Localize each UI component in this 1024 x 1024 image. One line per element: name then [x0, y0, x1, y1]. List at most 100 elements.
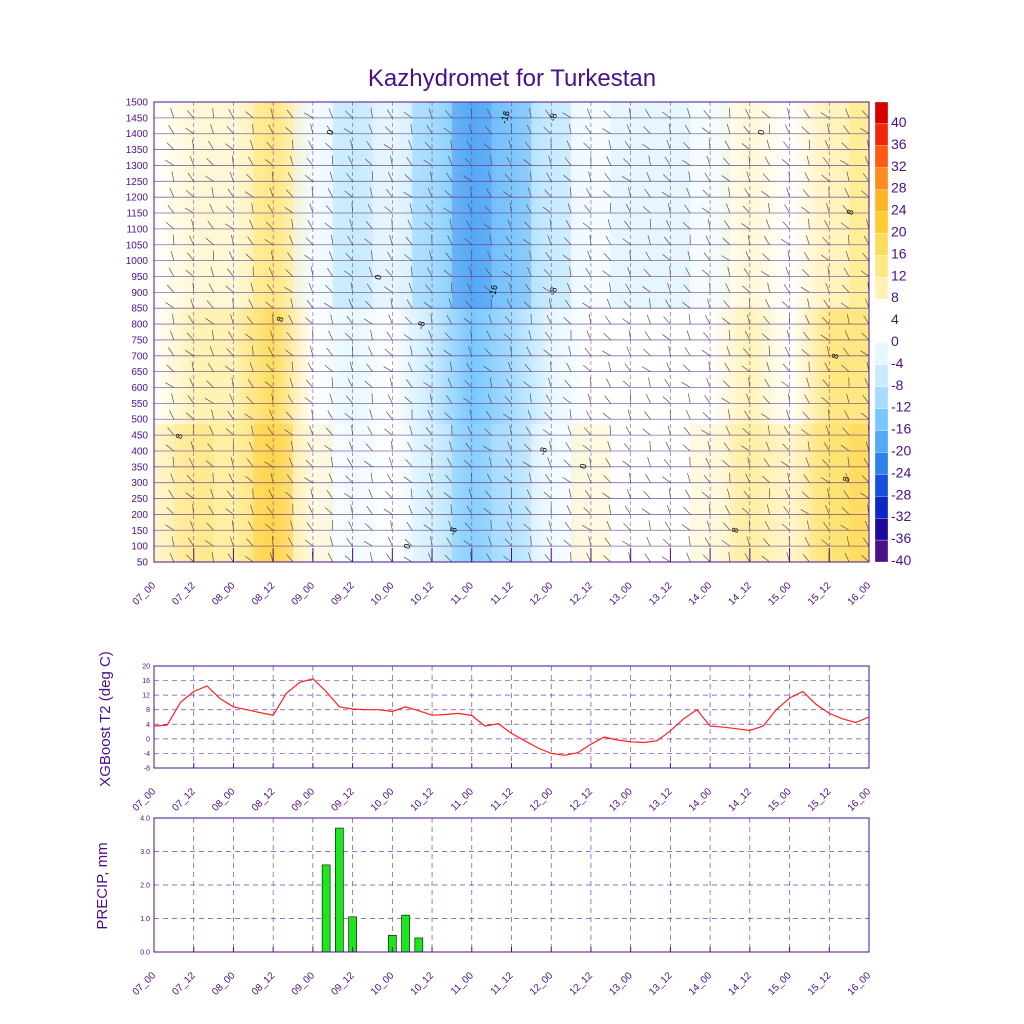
wind-barb: [287, 172, 294, 182]
wind-barb: [305, 459, 314, 468]
wind-barb: [648, 520, 651, 531]
wind-barb: [701, 349, 711, 357]
wind-barb: [583, 427, 592, 436]
wind-barb: [503, 253, 512, 261]
wind-barb: [526, 124, 532, 134]
wind-barb: [483, 143, 492, 150]
wind-barb: [550, 361, 552, 372]
wind-barb: [407, 362, 413, 372]
wind-barb: [785, 124, 790, 134]
wind-barb: [868, 102, 869, 103]
wind-barb: [781, 158, 790, 166]
colorbar-swatch: [874, 211, 889, 234]
wind-barb: [423, 302, 433, 309]
wind-barb: [863, 235, 869, 245]
wind-barb: [802, 554, 810, 562]
wind-barb: [788, 102, 790, 103]
wind-barb: [244, 555, 254, 562]
wind-barb: [602, 492, 611, 499]
wind-barb: [566, 505, 572, 515]
y-tick-label: -4: [144, 751, 150, 758]
y-tick-label: 450: [131, 431, 148, 442]
wind-barb: [489, 377, 492, 388]
colorbar-swatch: [874, 364, 889, 387]
wind-barb: [609, 203, 612, 214]
wind-barb: [409, 425, 413, 436]
wind-barb: [287, 252, 294, 261]
wind-barb: [742, 427, 751, 436]
wind-barb: [386, 473, 393, 483]
wind-barb: [608, 504, 612, 515]
wind-barb: [270, 108, 274, 118]
wind-barb: [404, 316, 413, 325]
wind-barb: [166, 506, 175, 515]
wind-barb: [272, 314, 274, 325]
wind-barb: [306, 522, 314, 531]
wind-barb: [663, 316, 671, 325]
wind-barb: [583, 507, 592, 515]
wind-barb: [823, 299, 830, 309]
wind-barb: [166, 142, 175, 150]
wind-barb: [606, 520, 612, 531]
wind-barb: [565, 220, 572, 230]
wind-barb: [290, 520, 294, 531]
wind-barb: [783, 426, 790, 436]
wind-barb: [226, 125, 234, 134]
wind-barb: [662, 396, 671, 404]
wind-barb: [603, 555, 612, 562]
wind-barb: [549, 218, 552, 229]
precip-bar-panel: PRECIP, mm 4.0 3.0 2.0 1.0 0.0 07_00 07_12 08_…: [94, 816, 873, 998]
wind-barb: [664, 156, 671, 166]
wind-barb: [544, 554, 552, 562]
wind-barb: [524, 141, 532, 150]
wind-barb: [286, 554, 294, 562]
y-tick-label: 1300: [126, 161, 149, 172]
wind-barb: [804, 172, 810, 182]
wind-barb: [729, 107, 731, 118]
wind-barb: [846, 171, 850, 182]
wind-barb: [191, 219, 195, 229]
wind-barb: [860, 492, 869, 499]
wind-barb: [173, 102, 174, 103]
wind-barb: [586, 188, 592, 198]
wind-barb: [702, 189, 711, 198]
wind-barb: [863, 315, 869, 325]
wind-barb: [389, 235, 393, 245]
wind-barb: [207, 442, 214, 452]
wind-barb: [808, 218, 810, 229]
x-tick-label: 13_00: [607, 786, 635, 814]
wind-barb: [685, 409, 691, 420]
wind-barb: [484, 428, 492, 436]
colorbar-tick-label: 36: [891, 136, 907, 152]
wind-barb: [802, 189, 810, 198]
wind-barb: [184, 207, 194, 214]
wind-barb: [226, 205, 234, 214]
wind-barb: [763, 315, 770, 325]
wind-barb: [863, 457, 869, 468]
precip-y-axis: 4.0 3.0 2.0 1.0 0.0: [140, 816, 150, 957]
wind-barb: [229, 393, 234, 404]
wind-barb: [189, 520, 195, 531]
wind-barb: [562, 254, 572, 261]
contour-label: 0: [756, 129, 767, 136]
wind-barb: [786, 330, 790, 341]
wind-barb: [822, 157, 830, 166]
x-tick-label: 08_12: [250, 970, 278, 998]
wind-barb: [210, 124, 214, 134]
x-tick-label: 09_12: [329, 970, 357, 998]
wind-barb: [546, 537, 552, 547]
wind-barb: [682, 301, 691, 309]
wind-barb: [727, 409, 731, 420]
wind-barb: [247, 378, 254, 388]
wind-barb: [147, 95, 154, 102]
wind-barb: [507, 441, 512, 452]
wind-barb: [212, 107, 214, 118]
wind-barb: [386, 109, 393, 119]
wind-barb: [329, 251, 334, 261]
wind-barb: [470, 107, 473, 118]
wind-barb: [840, 524, 850, 531]
wind-barb: [445, 394, 453, 404]
wind-barb: [425, 204, 433, 214]
wind-barb: [682, 444, 691, 452]
wind-barb: [804, 536, 810, 547]
